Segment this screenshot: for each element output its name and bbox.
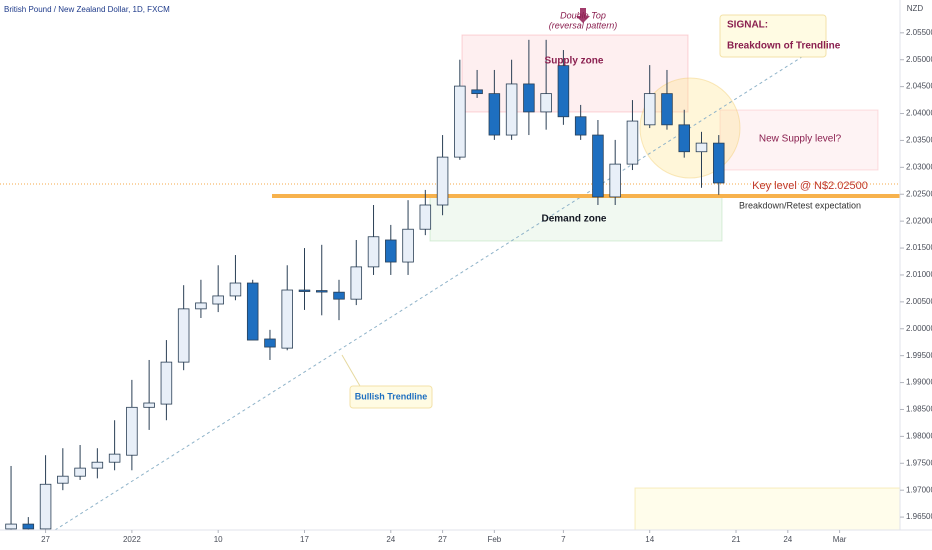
chart-title: British Pound / New Zealand Dollar, 1D, … xyxy=(4,5,170,14)
y-tick-label: 2.04500 xyxy=(906,82,932,91)
demand-zone-box xyxy=(429,196,723,242)
candle-body xyxy=(108,453,121,463)
y-tick-label: 2.01000 xyxy=(906,270,932,279)
candle-body xyxy=(315,290,328,293)
x-tick-label: 24 xyxy=(386,535,395,544)
candle-body xyxy=(143,402,155,408)
y-tick-label: 2.02000 xyxy=(906,216,932,225)
candle-body xyxy=(91,461,104,469)
signal: SIGNAL: xyxy=(727,20,768,31)
x-tick-label: 21 xyxy=(732,535,741,544)
callout-pointer xyxy=(341,354,361,387)
y-tick-label: 2.05500 xyxy=(906,28,932,37)
candle-body xyxy=(402,228,414,263)
reversal: (reversal pattern) xyxy=(549,20,618,30)
candle-body xyxy=(22,523,35,530)
currency: NZD xyxy=(907,4,924,13)
x-tick-label: Mar xyxy=(833,535,847,544)
y-tick-label: 2.00000 xyxy=(906,324,932,333)
x-tick-label: 24 xyxy=(783,535,792,544)
candle-body xyxy=(350,266,363,300)
candle-body xyxy=(713,142,725,184)
y-tick-label: 1.97000 xyxy=(906,485,932,494)
candle-body xyxy=(471,89,483,95)
x-tick-label: 14 xyxy=(645,535,654,544)
arrow xyxy=(576,8,590,23)
candle-body xyxy=(488,93,501,136)
candle-body xyxy=(39,483,52,530)
candles xyxy=(5,39,725,530)
x-tick-label: 27 xyxy=(438,535,447,544)
new-supply: New Supply level? xyxy=(759,134,842,145)
y-tick-label: 1.96500 xyxy=(906,512,932,521)
candle-body xyxy=(281,289,293,349)
candle-body xyxy=(523,83,535,113)
candle-body xyxy=(177,308,190,363)
x-tick-label: 7 xyxy=(561,535,566,544)
trendline-label: Bullish Trendline xyxy=(355,391,428,401)
candle-body xyxy=(454,85,466,158)
y-tick-label: 2.00500 xyxy=(906,297,932,306)
x-tick-label: 2022 xyxy=(123,535,141,544)
y-tick-label: 1.98500 xyxy=(906,405,932,414)
candle-body xyxy=(195,302,207,310)
y-tick-label: 1.99000 xyxy=(906,378,932,387)
x-tick-label: 10 xyxy=(214,535,223,544)
candle-body xyxy=(264,338,276,348)
candle-body xyxy=(212,295,224,305)
candle-body xyxy=(74,467,86,477)
x-tick-label: 27 xyxy=(41,535,50,544)
signal-box xyxy=(719,14,827,58)
y-tick-label: 1.98000 xyxy=(906,431,932,440)
candle-body xyxy=(592,134,604,198)
candle-body xyxy=(333,291,345,300)
yellow-box xyxy=(634,487,901,531)
retest: Breakdown/Retest expectation xyxy=(739,200,861,210)
demand-zone: Demand zone xyxy=(541,214,606,225)
key-level: Key level @ N$2.02500 xyxy=(752,180,868,192)
candle-body xyxy=(246,282,259,341)
candle-body xyxy=(419,204,432,230)
candle-body xyxy=(160,361,173,405)
y-tick-label: 1.97500 xyxy=(906,458,932,467)
y-tick-label: 2.02500 xyxy=(906,189,932,198)
y-tick-label: 2.03000 xyxy=(906,162,932,171)
y-tick-label: 2.04000 xyxy=(906,109,932,118)
candle-body xyxy=(57,475,69,484)
y-tick-label: 2.03500 xyxy=(906,136,932,145)
new-supply-box xyxy=(719,109,879,171)
x-tick-label: Feb xyxy=(487,535,501,544)
candle-body xyxy=(643,93,656,126)
supply-zone: Supply zone xyxy=(545,56,604,67)
candle-body xyxy=(298,289,311,292)
candle-body xyxy=(609,163,621,198)
candle-body xyxy=(540,93,552,113)
trendline-box xyxy=(349,385,433,409)
candle-body xyxy=(626,120,639,165)
candle-body xyxy=(574,116,587,136)
double-top: Double Top xyxy=(560,10,606,20)
x-tick-label: 17 xyxy=(300,535,309,544)
signal-text: Breakdown of Trendline xyxy=(727,41,841,52)
candle-body xyxy=(505,83,518,136)
candle-body xyxy=(557,65,570,118)
candle-body xyxy=(661,93,673,126)
candle-body xyxy=(436,156,449,206)
y-tick-label: 2.05000 xyxy=(906,55,932,64)
candle-body xyxy=(695,142,708,153)
candle-body xyxy=(385,239,397,263)
candle-body xyxy=(678,124,690,153)
candle-body xyxy=(229,282,242,297)
y-tick-label: 1.99500 xyxy=(906,351,932,360)
candle-body xyxy=(126,406,138,456)
y-tick-label: 2.01500 xyxy=(906,243,932,252)
drawings xyxy=(0,8,901,531)
candle-body xyxy=(5,523,17,530)
candle-body xyxy=(367,236,380,268)
